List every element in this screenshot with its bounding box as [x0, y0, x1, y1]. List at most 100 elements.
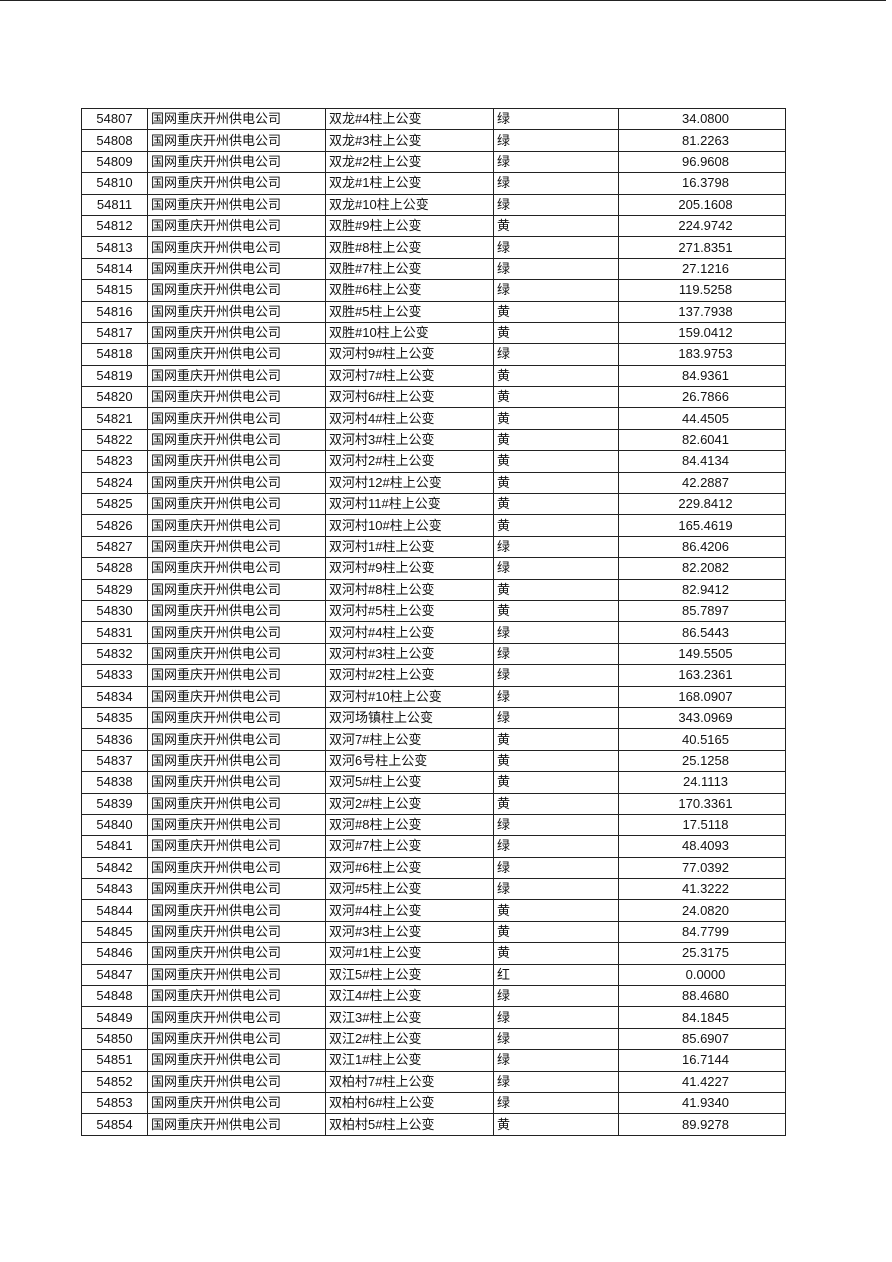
- transformer-name-cell: 双江3#柱上公变: [325, 1006, 494, 1029]
- status-cell: 绿: [493, 279, 619, 302]
- company-cell: 国网重庆开州供电公司: [147, 1027, 326, 1051]
- transformer-name-cell: 双河村12#柱上公变: [325, 471, 494, 495]
- value-cell: 16.3798: [618, 172, 786, 195]
- company-cell: 国网重庆开州供电公司: [147, 706, 326, 730]
- transformer-table: 54807 国网重庆开州供电公司 双龙#4柱上公变绿 34.0800 54808 国网重庆…: [81, 107, 786, 1136]
- company-cell: 国网重庆开州供电公司: [147, 664, 326, 687]
- transformer-name-cell: 双胜#9柱上公变: [325, 214, 494, 238]
- company-cell: 国网重庆开州供电公司: [147, 920, 326, 944]
- value-cell: 85.7897: [618, 599, 786, 623]
- transformer-name-cell: 双河村6#柱上公变: [325, 386, 494, 409]
- company-cell: 国网重庆开州供电公司: [147, 856, 326, 880]
- row-id-cell: 54842: [81, 856, 148, 880]
- company-cell: 国网重庆开州供电公司: [147, 771, 326, 794]
- value-cell: 48.4093: [618, 835, 786, 858]
- company-cell: 国网重庆开州供电公司: [147, 899, 326, 922]
- value-cell: 41.3222: [618, 878, 786, 901]
- value-cell: 44.4505: [618, 407, 786, 430]
- status-cell: 红: [493, 963, 619, 987]
- value-cell: 84.7799: [618, 920, 786, 944]
- transformer-name-cell: 双河#5柱上公变: [325, 878, 494, 901]
- status-cell: 绿: [493, 535, 619, 559]
- row-id-cell: 54836: [81, 728, 148, 751]
- transformer-name-cell: 双河村10#柱上公变: [325, 514, 494, 537]
- company-cell: 国网重庆开州供电公司: [147, 450, 326, 473]
- table-row: 54824 国网重庆开州供电公司 双河村12#柱上公变黄 42.2887: [81, 471, 786, 495]
- company-cell: 国网重庆开州供电公司: [147, 685, 326, 708]
- value-cell: 205.1608: [618, 193, 786, 216]
- company-cell: 国网重庆开州供电公司: [147, 107, 326, 131]
- status-cell: 黄: [493, 364, 619, 388]
- table-row: 54829 国网重庆开州供电公司 双河村#8柱上公变黄 82.9412: [81, 578, 786, 601]
- row-id-cell: 54812: [81, 214, 148, 238]
- status-cell: 绿: [493, 685, 619, 708]
- status-cell: 黄: [493, 749, 619, 773]
- company-cell: 国网重庆开州供电公司: [147, 493, 326, 516]
- status-cell: 黄: [493, 728, 619, 751]
- table-row: 54844 国网重庆开州供电公司 双河#4柱上公变黄 24.0820: [81, 899, 786, 922]
- row-id-cell: 54822: [81, 428, 148, 452]
- row-id-cell: 54837: [81, 749, 148, 773]
- status-cell: 绿: [493, 1006, 619, 1029]
- row-id-cell: 54844: [81, 899, 148, 922]
- value-cell: 26.7866: [618, 386, 786, 409]
- transformer-name-cell: 双龙#2柱上公变: [325, 150, 494, 174]
- company-cell: 国网重庆开州供电公司: [147, 428, 326, 452]
- table-row: 54832 国网重庆开州供电公司 双河村#3柱上公变绿 149.5505: [81, 642, 786, 666]
- company-cell: 国网重庆开州供电公司: [147, 749, 326, 773]
- table-row: 54815 国网重庆开州供电公司 双胜#6柱上公变绿 119.5258: [81, 279, 786, 302]
- transformer-name-cell: 双河村#4柱上公变: [325, 621, 494, 644]
- status-cell: 绿: [493, 1091, 619, 1115]
- company-cell: 国网重庆开州供电公司: [147, 1113, 326, 1136]
- value-cell: 84.1845: [618, 1006, 786, 1029]
- status-cell: 绿: [493, 642, 619, 666]
- row-id-cell: 54816: [81, 300, 148, 323]
- company-cell: 国网重庆开州供电公司: [147, 1091, 326, 1115]
- transformer-name-cell: 双龙#4柱上公变: [325, 107, 494, 131]
- value-cell: 40.5165: [618, 728, 786, 751]
- value-cell: 170.3361: [618, 792, 786, 815]
- transformer-name-cell: 双河#7柱上公变: [325, 835, 494, 858]
- table-row: 54813 国网重庆开州供电公司 双胜#8柱上公变绿 271.8351: [81, 236, 786, 259]
- transformer-name-cell: 双江2#柱上公变: [325, 1027, 494, 1051]
- row-id-cell: 54834: [81, 685, 148, 708]
- table-row: 54838 国网重庆开州供电公司 双河5#柱上公变黄 24.1113: [81, 771, 786, 794]
- transformer-name-cell: 双河村4#柱上公变: [325, 407, 494, 430]
- row-id-cell: 54839: [81, 792, 148, 815]
- transformer-name-cell: 双河村#2柱上公变: [325, 664, 494, 687]
- company-cell: 国网重庆开州供电公司: [147, 942, 326, 965]
- status-cell: 黄: [493, 471, 619, 495]
- row-id-cell: 54817: [81, 321, 148, 345]
- value-cell: 41.4227: [618, 1070, 786, 1093]
- transformer-name-cell: 双河7#柱上公变: [325, 728, 494, 751]
- row-id-cell: 54826: [81, 514, 148, 537]
- row-id-cell: 54825: [81, 493, 148, 516]
- company-cell: 国网重庆开州供电公司: [147, 236, 326, 259]
- company-cell: 国网重庆开州供电公司: [147, 150, 326, 174]
- row-id-cell: 54821: [81, 407, 148, 430]
- table-row: 54812 国网重庆开州供电公司 双胜#9柱上公变黄 224.9742: [81, 214, 786, 238]
- table-body: 54807 国网重庆开州供电公司 双龙#4柱上公变绿 34.0800 54808 国网重庆…: [81, 107, 786, 1136]
- table-row: 54842 国网重庆开州供电公司 双河#6柱上公变绿 77.0392: [81, 856, 786, 880]
- value-cell: 17.5118: [618, 813, 786, 837]
- value-cell: 82.2082: [618, 557, 786, 580]
- row-id-cell: 54838: [81, 771, 148, 794]
- status-cell: 黄: [493, 771, 619, 794]
- transformer-name-cell: 双河#4柱上公变: [325, 899, 494, 922]
- row-id-cell: 54843: [81, 878, 148, 901]
- value-cell: 137.7938: [618, 300, 786, 323]
- company-cell: 国网重庆开州供电公司: [147, 172, 326, 195]
- value-cell: 82.6041: [618, 428, 786, 452]
- row-id-cell: 54849: [81, 1006, 148, 1029]
- transformer-name-cell: 双胜#6柱上公变: [325, 279, 494, 302]
- transformer-name-cell: 双江5#柱上公变: [325, 963, 494, 987]
- table-row: 54836 国网重庆开州供电公司 双河7#柱上公变黄 40.5165: [81, 728, 786, 751]
- status-cell: 黄: [493, 428, 619, 452]
- row-id-cell: 54819: [81, 364, 148, 388]
- row-id-cell: 54820: [81, 386, 148, 409]
- company-cell: 国网重庆开州供电公司: [147, 321, 326, 345]
- value-cell: 82.9412: [618, 578, 786, 601]
- table-row: 54834 国网重庆开州供电公司 双河村#10柱上公变绿 168.0907: [81, 685, 786, 708]
- status-cell: 绿: [493, 664, 619, 687]
- row-id-cell: 54831: [81, 621, 148, 644]
